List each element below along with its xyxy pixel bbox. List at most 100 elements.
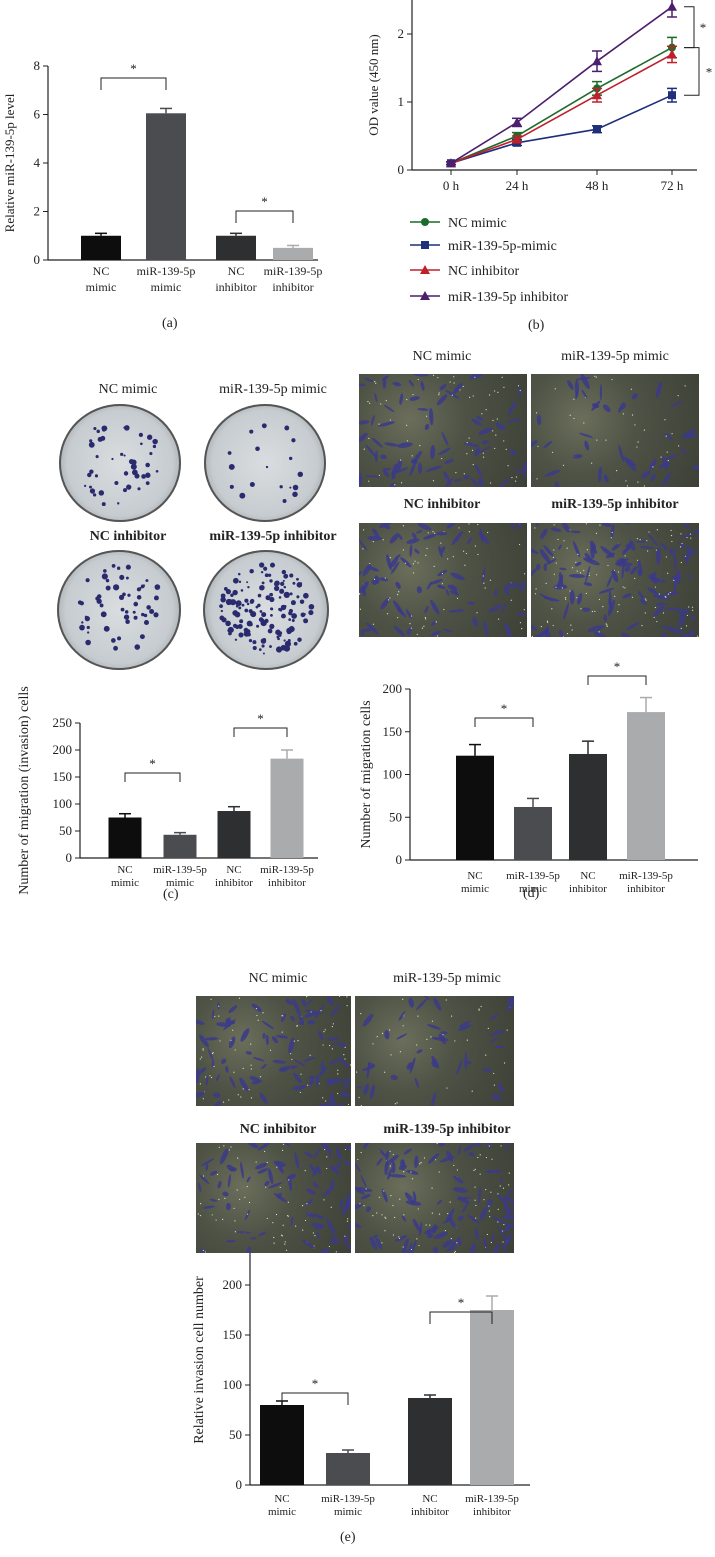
- pore-dot: [402, 998, 404, 1000]
- cell-shape: [474, 447, 480, 457]
- pore-dot: [493, 1084, 496, 1086]
- pore-dot: [426, 415, 428, 417]
- pore-dot: [454, 1250, 456, 1253]
- pore-dot: [494, 390, 496, 392]
- pore-dot: [472, 395, 474, 397]
- pore-dot: [569, 590, 571, 592]
- colony-dot: [281, 569, 287, 575]
- colony-dot: [133, 615, 138, 620]
- cell-shape: [329, 1092, 336, 1106]
- colony-dot: [128, 459, 135, 465]
- y-tick-label-c: 50: [59, 823, 72, 838]
- pore-dot: [575, 561, 577, 563]
- cell-shape: [684, 548, 696, 560]
- pore-dot: [426, 547, 428, 550]
- cell-shape: [367, 535, 383, 541]
- cell-shape: [441, 431, 449, 447]
- bar-d-2: [569, 753, 607, 860]
- cell-shape: [622, 593, 632, 599]
- pore-dot: [300, 1073, 302, 1075]
- pore-dot: [218, 1198, 220, 1200]
- cell-shape: [305, 1199, 313, 1206]
- cell-shape: [320, 1060, 325, 1075]
- significance-star-a-0: *: [130, 61, 137, 76]
- cell-shape: [442, 1239, 453, 1248]
- pore-dot: [288, 1179, 290, 1181]
- colony-dot: [269, 562, 276, 568]
- colony-dot: [232, 577, 239, 584]
- x-tick-label-a-3: inhibitor: [272, 280, 313, 294]
- pore-dot: [634, 424, 636, 426]
- cell-shape: [226, 1202, 231, 1211]
- pore-dot: [622, 586, 624, 588]
- cell-shape: [411, 532, 417, 540]
- pore-dot: [464, 564, 466, 566]
- cell-shape: [453, 382, 463, 394]
- pore-dot: [346, 1005, 348, 1007]
- x-tick-label-a-0: mimic: [86, 280, 117, 294]
- cell-shape: [272, 1059, 286, 1064]
- pore-dot: [386, 613, 389, 615]
- migration-image-nc-mimic: [359, 374, 527, 487]
- pore-dot: [399, 1051, 402, 1053]
- colony-dot: [153, 612, 159, 618]
- cell-shape: [268, 1182, 283, 1189]
- pore-dot: [665, 556, 667, 558]
- cell-shape: [308, 1077, 315, 1087]
- cell-shape: [673, 576, 678, 592]
- pore-dot: [441, 572, 444, 575]
- x-tick-label-c-1: mimic: [166, 877, 194, 889]
- pore-dot: [580, 608, 582, 610]
- cell-shape: [601, 523, 613, 528]
- colony-dot: [133, 601, 139, 607]
- pore-dot: [477, 553, 479, 556]
- pore-dot: [397, 617, 399, 619]
- pore-dot: [416, 1044, 418, 1046]
- cell-shape: [485, 1243, 488, 1251]
- colony-dot: [296, 577, 299, 581]
- pore-dot: [302, 1229, 304, 1231]
- pore-dot: [222, 1218, 224, 1221]
- cell-shape: [273, 1193, 288, 1203]
- pore-dot: [605, 623, 607, 625]
- colony-dot: [105, 578, 110, 583]
- cell-shape: [343, 1239, 351, 1253]
- colony-dot: [291, 618, 295, 622]
- pore-dot: [389, 1165, 391, 1167]
- cell-shape: [504, 1222, 514, 1230]
- pore-dot: [431, 1212, 433, 1214]
- pore-dot: [417, 378, 419, 381]
- colony-dot: [221, 617, 227, 623]
- cell-shape: [655, 381, 663, 398]
- cell-shape: [280, 1013, 287, 1022]
- cell-shape: [307, 1020, 316, 1025]
- pore-dot: [281, 1031, 283, 1033]
- cell-shape: [438, 447, 451, 456]
- cell-shape: [394, 1235, 408, 1242]
- colony-dot: [293, 641, 298, 646]
- pore-dot: [503, 1062, 506, 1064]
- pore-dot: [273, 1236, 275, 1239]
- pore-dot: [451, 394, 453, 396]
- cell-shape: [456, 1059, 463, 1075]
- cell-shape: [196, 1091, 206, 1099]
- pore-dot: [427, 532, 429, 534]
- cell-shape: [371, 437, 383, 448]
- cell-shape: [584, 440, 590, 451]
- pore-dot: [326, 1156, 328, 1158]
- legend-label-b-2: NC inhibitor: [448, 264, 520, 279]
- x-tick-label-b: 48 h: [586, 178, 609, 193]
- cell-shape: [536, 523, 539, 527]
- pore-dot: [372, 623, 375, 625]
- pore-dot: [487, 1027, 489, 1029]
- pore-dot: [435, 621, 437, 623]
- colony-dot: [252, 645, 257, 651]
- pore-dot: [678, 445, 680, 447]
- cell-shape: [392, 467, 409, 475]
- pore-dot: [201, 1056, 203, 1058]
- cell-shape: [228, 1005, 238, 1014]
- significance-bracket-c-1: [233, 727, 288, 737]
- pore-dot: [349, 1064, 351, 1066]
- pore-dot: [301, 1204, 304, 1207]
- pore-dot: [471, 1090, 473, 1092]
